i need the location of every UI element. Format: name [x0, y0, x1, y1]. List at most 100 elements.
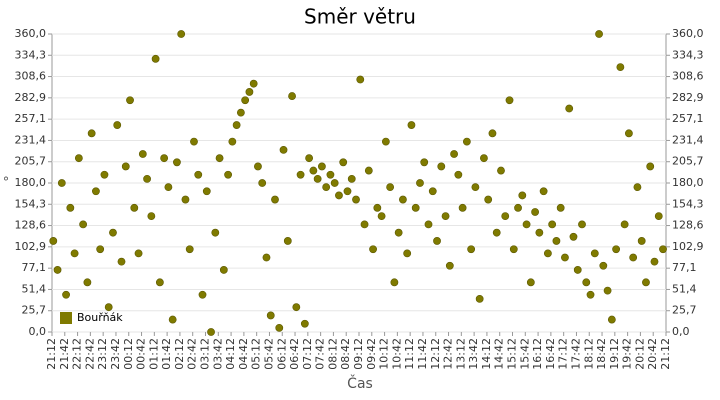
- point: [100, 170, 109, 179]
- point: [595, 30, 603, 38]
- point: [258, 179, 267, 187]
- y-tick-label: 282,9: [15, 91, 47, 104]
- x-tick-label: 21:12: [45, 338, 58, 370]
- x-tick-label: 21:12: [659, 338, 672, 370]
- y2-tick-label: 51,4: [672, 282, 697, 295]
- y-tick-label: 0,0: [29, 325, 47, 338]
- point: [642, 278, 650, 287]
- y2-tick-label: 180,0: [672, 176, 704, 189]
- y-tick-label: 360,0: [15, 27, 47, 40]
- y2-tick-label: 231,4: [672, 133, 704, 146]
- y2-tick-label: 0,0: [672, 325, 690, 338]
- point: [160, 154, 169, 163]
- y2-tick-label: 25,7: [672, 304, 697, 317]
- point: [224, 170, 232, 179]
- x-tick-label: 05:12: [250, 338, 263, 370]
- chart-title: Směr větru: [304, 5, 416, 29]
- point: [271, 195, 279, 204]
- point: [386, 183, 395, 192]
- point: [313, 174, 322, 183]
- point: [607, 315, 616, 324]
- legend-label: Bouřňák: [77, 311, 123, 324]
- x-tick-label: 04:12: [224, 338, 237, 370]
- y-tick-label: 77,1: [22, 261, 47, 274]
- y2-tick-label: 102,9: [672, 240, 704, 253]
- point: [62, 290, 70, 299]
- point: [364, 166, 373, 175]
- x-tick-label: 05:42: [262, 338, 275, 370]
- point: [556, 203, 565, 212]
- x-tick-label: 09:42: [365, 338, 378, 370]
- point: [339, 158, 348, 167]
- point: [612, 245, 621, 254]
- x-tick-label: 18:42: [595, 338, 608, 370]
- point: [650, 257, 659, 266]
- x-tick-label: 16:12: [531, 338, 544, 370]
- x-tick-label: 08:42: [339, 338, 352, 370]
- point: [211, 228, 220, 237]
- point: [394, 228, 403, 237]
- point: [454, 170, 463, 179]
- x-tick-label: 10:42: [390, 338, 403, 370]
- point: [424, 220, 433, 229]
- point: [480, 154, 488, 163]
- y-tick-label: 128,6: [15, 219, 47, 232]
- point: [360, 220, 369, 229]
- point: [198, 290, 207, 299]
- y-tick-label: 102,9: [15, 240, 47, 253]
- x-tick-label: 12:12: [429, 338, 442, 370]
- point: [637, 237, 646, 245]
- point: [138, 150, 147, 158]
- point: [543, 249, 552, 258]
- point: [629, 253, 638, 262]
- point: [275, 323, 284, 332]
- point: [433, 237, 441, 245]
- x-tick-label: 04:42: [237, 338, 250, 370]
- point: [488, 129, 497, 138]
- point: [309, 166, 318, 175]
- point: [305, 154, 314, 163]
- point: [620, 220, 629, 229]
- point: [369, 245, 377, 254]
- x-tick-label: 03:12: [199, 338, 212, 370]
- point: [586, 290, 595, 299]
- x-tick-label: 19:42: [621, 338, 634, 370]
- point: [262, 253, 271, 262]
- x-tick-label: 11:42: [416, 338, 429, 370]
- point: [164, 183, 173, 192]
- point: [582, 278, 591, 287]
- point: [185, 245, 194, 254]
- y2-tick-label: 154,3: [672, 197, 704, 210]
- x-tick-label: 06:42: [288, 338, 301, 370]
- point: [151, 54, 160, 63]
- point: [79, 220, 88, 229]
- point: [330, 179, 339, 187]
- point: [548, 220, 557, 229]
- point: [181, 195, 190, 204]
- point: [207, 328, 215, 336]
- point: [411, 203, 420, 212]
- point: [450, 150, 458, 158]
- y-axis-label: °: [3, 176, 10, 191]
- point: [219, 266, 228, 274]
- x-tick-label: 22:42: [83, 338, 96, 370]
- point: [467, 245, 476, 254]
- point: [66, 203, 75, 212]
- point: [399, 195, 407, 204]
- y-tick-label: 308,6: [15, 70, 47, 83]
- y2-tick-label: 257,1: [672, 112, 704, 125]
- x-tick-label: 20:12: [633, 338, 646, 370]
- point: [535, 228, 544, 237]
- point: [347, 174, 356, 183]
- point: [573, 266, 582, 274]
- y2-tick-label: 77,1: [672, 261, 697, 274]
- point: [296, 170, 305, 179]
- x-tick-label: 11:12: [403, 338, 416, 370]
- point: [407, 121, 416, 129]
- point: [475, 294, 484, 303]
- point: [603, 286, 612, 295]
- y-tick-label: 25,7: [22, 304, 47, 317]
- point: [531, 208, 539, 216]
- x-tick-label: 10:12: [378, 338, 391, 370]
